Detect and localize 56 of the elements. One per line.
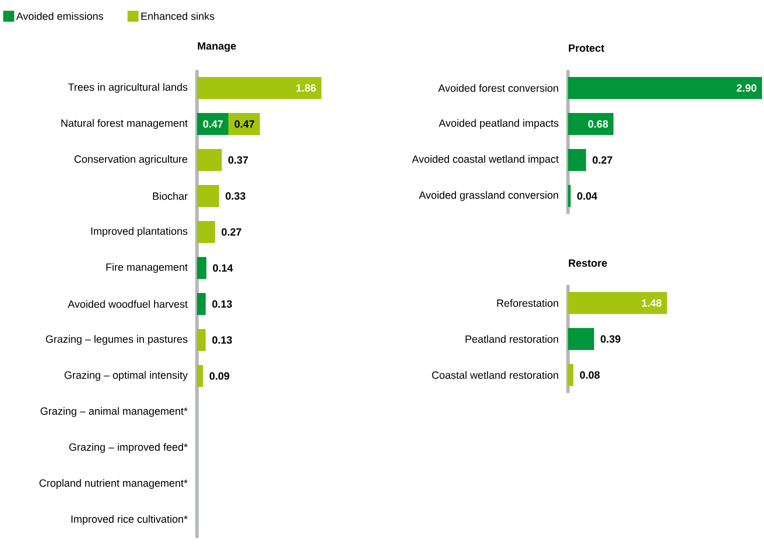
y-tick-label: Conservation agriculture <box>74 155 188 165</box>
y-tick-label: Improved rice cultivation* <box>71 515 188 525</box>
chart-title: Restore <box>568 259 607 267</box>
data-label: 0.47 <box>234 120 254 128</box>
data-label: 0.13 <box>212 300 232 308</box>
bar <box>228 113 260 135</box>
bar <box>197 149 222 171</box>
bar <box>568 77 762 99</box>
bar <box>197 185 220 207</box>
data-label: 0.47 <box>203 120 223 128</box>
bar <box>197 365 204 387</box>
data-label: 0.68 <box>588 120 608 128</box>
bar <box>197 293 206 315</box>
bar <box>197 329 206 351</box>
y-tick-label: Peatland restoration <box>466 335 558 343</box>
y-tick-label: Grazing – animal management* <box>40 407 188 417</box>
bar <box>197 221 216 243</box>
data-label: 0.13 <box>212 336 232 344</box>
y-tick-label: Avoided woodfuel harvest <box>68 300 188 308</box>
y-tick-label: Biochar <box>153 192 188 200</box>
y-tick-label: Avoided peatland impacts <box>438 119 558 129</box>
bar <box>197 113 228 135</box>
data-label: 0.33 <box>226 192 246 200</box>
y-tick-label: Grazing – optimal intensity <box>64 371 188 381</box>
bar <box>568 149 586 171</box>
y-tick-label: Fire management <box>106 263 188 273</box>
data-label: 0.04 <box>577 192 598 200</box>
data-label: 0.09 <box>210 372 230 380</box>
y-tick-label: Avoided coastal wetland impact <box>412 155 559 165</box>
y-tick-label: Reforestation <box>497 299 558 307</box>
y-tick-label: Avoided forest conversion <box>438 84 558 92</box>
y-tick-label: Cropland nutrient management* <box>40 479 188 489</box>
legend-label: Enhanced sinks <box>141 12 214 20</box>
y-tick-label: Grazing – improved feed* <box>69 443 188 453</box>
y-tick-label: Trees in agricultural lands <box>68 83 188 93</box>
bar <box>197 257 206 279</box>
bar <box>197 77 322 99</box>
y-tick-label: Grazing – legumes in pastures <box>46 335 188 345</box>
legend-label: Avoided emissions <box>16 12 104 20</box>
chart-title: Protect <box>568 44 604 52</box>
data-label: 0.39 <box>600 335 620 343</box>
y-tick-label: Coastal wetland restoration <box>432 371 558 379</box>
data-label: 0.14 <box>212 264 233 272</box>
data-label: 0.37 <box>228 156 248 164</box>
y-tick-label: Avoided grassland conversion <box>418 191 558 201</box>
data-label: 0.08 <box>580 371 600 379</box>
data-label: 1.86 <box>296 84 316 92</box>
bar <box>568 185 571 207</box>
data-label: 2.90 <box>736 84 756 92</box>
data-label: 0.27 <box>592 156 612 164</box>
bar <box>568 113 614 135</box>
data-label: 1.48 <box>642 299 662 307</box>
y-tick-label: Improved plantations <box>91 227 188 237</box>
chart-title: Manage <box>198 42 236 52</box>
data-label: 0.27 <box>222 228 242 236</box>
y-tick-label: Natural forest management <box>61 119 188 129</box>
